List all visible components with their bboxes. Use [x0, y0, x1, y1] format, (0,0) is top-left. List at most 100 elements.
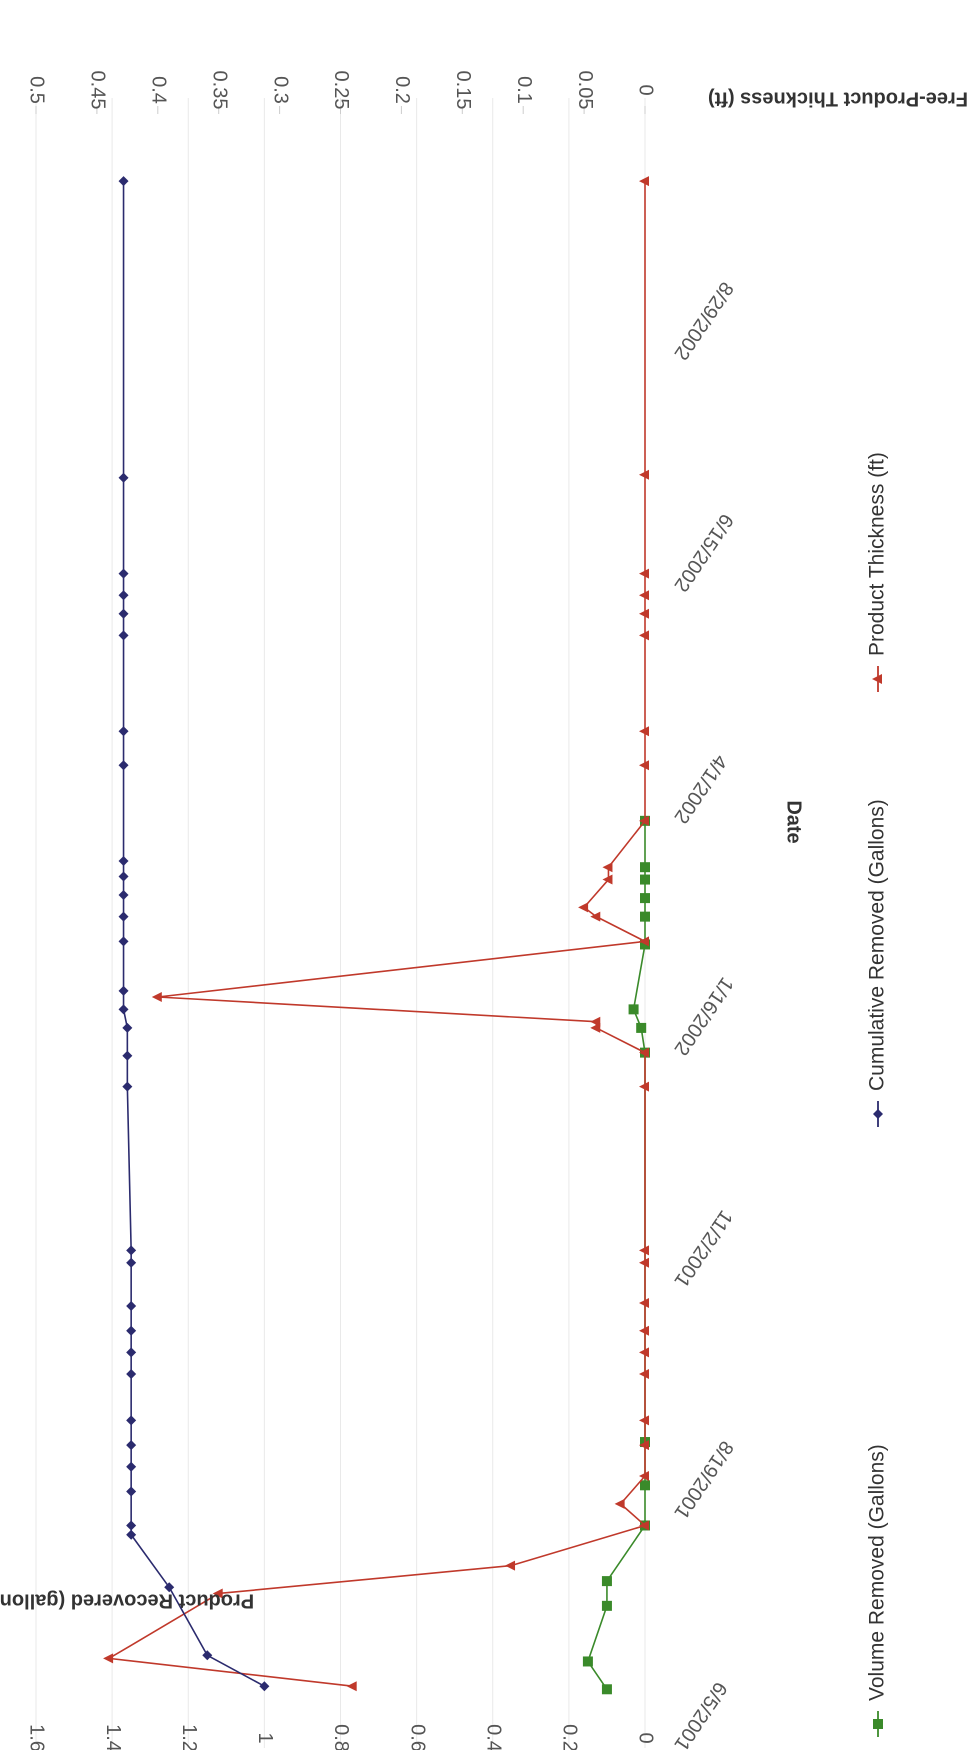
data-point-diamond	[118, 911, 129, 922]
series-cumulative-removed-gallons	[118, 176, 270, 1692]
data-point-diamond	[118, 630, 129, 641]
date-tick-label: 11/2/2001	[669, 1206, 736, 1291]
data-point-diamond	[118, 726, 129, 737]
data-point-diamond	[126, 1415, 137, 1426]
data-point-diamond	[122, 1050, 133, 1061]
date-tick-label: 6/5/2001	[669, 1678, 731, 1750]
data-point-diamond	[122, 1081, 133, 1092]
right-tick-label: 0.2	[391, 76, 413, 104]
data-point-diamond	[118, 176, 129, 187]
data-point-diamond	[873, 1109, 883, 1119]
left-tick-label: 0.8	[330, 1724, 352, 1750]
data-point-diamond	[164, 1582, 175, 1593]
right-tick-label: 0.3	[269, 76, 291, 104]
right-axis-ticks: 0 0.05 0.1 0.15 0.2 0.25 0.3 0.35 0.4 0.45 0.5	[26, 71, 657, 114]
data-point-diamond	[118, 890, 129, 901]
data-point-diamond	[118, 760, 129, 771]
data-point-diamond	[118, 936, 129, 947]
right-tick-label: 0.15	[452, 71, 474, 110]
date-axis-ticks: 6/5/2001 8/19/2001 11/2/2001 1/16/2002 4/1/2…	[669, 278, 737, 1750]
right-tick-label: 0.25	[330, 71, 352, 110]
legend-label: Volume Removed (Gallons)	[866, 1444, 889, 1701]
date-axis-title: Date	[783, 800, 805, 843]
data-point-square	[640, 893, 650, 904]
data-point-diamond	[126, 1440, 137, 1451]
data-point-triangle	[103, 1653, 114, 1664]
data-point-square	[628, 1004, 639, 1015]
data-point-diamond	[126, 1301, 137, 1312]
data-point-triangle	[639, 1415, 649, 1426]
data-point-square	[640, 862, 650, 873]
legend-label: Product Thickness (ft)	[866, 452, 889, 656]
data-point-diamond	[202, 1650, 213, 1661]
left-axis-title: Product Recovered (gallons)	[0, 1590, 254, 1612]
data-point-diamond	[126, 1257, 137, 1268]
data-point-triangle	[639, 1369, 649, 1380]
date-tick-label: 4/1/2002	[669, 751, 731, 828]
data-point-square	[636, 1022, 647, 1033]
series-product-thickness-ft	[103, 176, 649, 1692]
data-point-triangle	[639, 630, 649, 641]
data-point-square	[873, 1719, 883, 1729]
data-point-diamond	[126, 1461, 137, 1472]
data-point-square	[640, 874, 650, 885]
data-point-diamond	[118, 856, 129, 867]
gridlines	[35, 98, 646, 1748]
left-tick-label: 1.2	[178, 1724, 200, 1750]
data-point-triangle	[872, 674, 882, 684]
data-point-diamond	[126, 1520, 137, 1531]
right-tick-label: 0.45	[87, 71, 109, 110]
date-tick-label: 8/29/2002	[669, 278, 737, 364]
data-point-triangle	[639, 1471, 649, 1482]
data-point-triangle	[212, 1588, 223, 1599]
data-point-triangle	[639, 590, 649, 601]
data-point-triangle	[590, 911, 601, 922]
data-point-diamond	[126, 1486, 137, 1497]
data-point-triangle	[151, 991, 162, 1002]
data-point-diamond	[126, 1245, 137, 1256]
left-tick-label: 1.6	[26, 1724, 48, 1750]
data-point-square	[601, 1576, 612, 1587]
data-point-diamond	[259, 1681, 270, 1692]
data-point-triangle	[639, 608, 649, 619]
data-point-triangle	[505, 1560, 516, 1571]
data-point-triangle	[639, 176, 649, 187]
data-point-diamond	[118, 1004, 129, 1015]
right-tick-label: 0	[635, 84, 657, 95]
data-point-triangle	[590, 1016, 601, 1027]
left-axis-ticks: 0 0.2 0.4 0.6 0.8 1 1.2 1.4 1.6	[26, 1724, 657, 1750]
left-tick-label: 1	[254, 1732, 276, 1743]
data-point-diamond	[118, 590, 129, 601]
data-point-square	[582, 1656, 593, 1667]
data-point-triangle	[614, 1498, 625, 1509]
right-tick-label: 0.1	[513, 76, 535, 104]
data-point-diamond	[118, 472, 129, 483]
data-point-triangle	[602, 862, 613, 873]
left-tick-label: 0.2	[559, 1724, 581, 1750]
date-tick-label: 1/16/2002	[669, 973, 737, 1059]
data-point-square	[601, 1684, 612, 1695]
data-point-diamond	[118, 608, 129, 619]
series-line	[587, 820, 646, 1690]
data-point-triangle	[578, 902, 589, 913]
data-point-triangle	[602, 874, 613, 885]
right-axis-title: Free-Product Thickness (ft)	[708, 88, 968, 110]
data-point-diamond	[126, 1529, 137, 1540]
data-point-diamond	[126, 1347, 137, 1358]
legend: Volume Removed (Gallons) Cumulative Remov…	[866, 452, 889, 1737]
data-point-diamond	[118, 985, 129, 996]
data-point-diamond	[126, 1325, 137, 1336]
data-point-diamond	[122, 1022, 133, 1033]
right-tick-label: 0.4	[148, 76, 170, 104]
legend-label: Cumulative Removed (Gallons)	[866, 799, 889, 1091]
left-tick-label: 0.6	[406, 1724, 428, 1750]
plot-area	[35, 98, 650, 1748]
data-point-triangle	[639, 726, 649, 737]
series-layer	[103, 176, 650, 1695]
data-point-triangle	[639, 1347, 649, 1358]
date-tick-label: 6/15/2002	[669, 510, 737, 596]
data-point-triangle	[639, 1440, 649, 1451]
data-point-triangle	[639, 815, 649, 826]
data-point-triangle	[639, 1245, 649, 1256]
right-tick-label: 0.05	[574, 71, 596, 110]
